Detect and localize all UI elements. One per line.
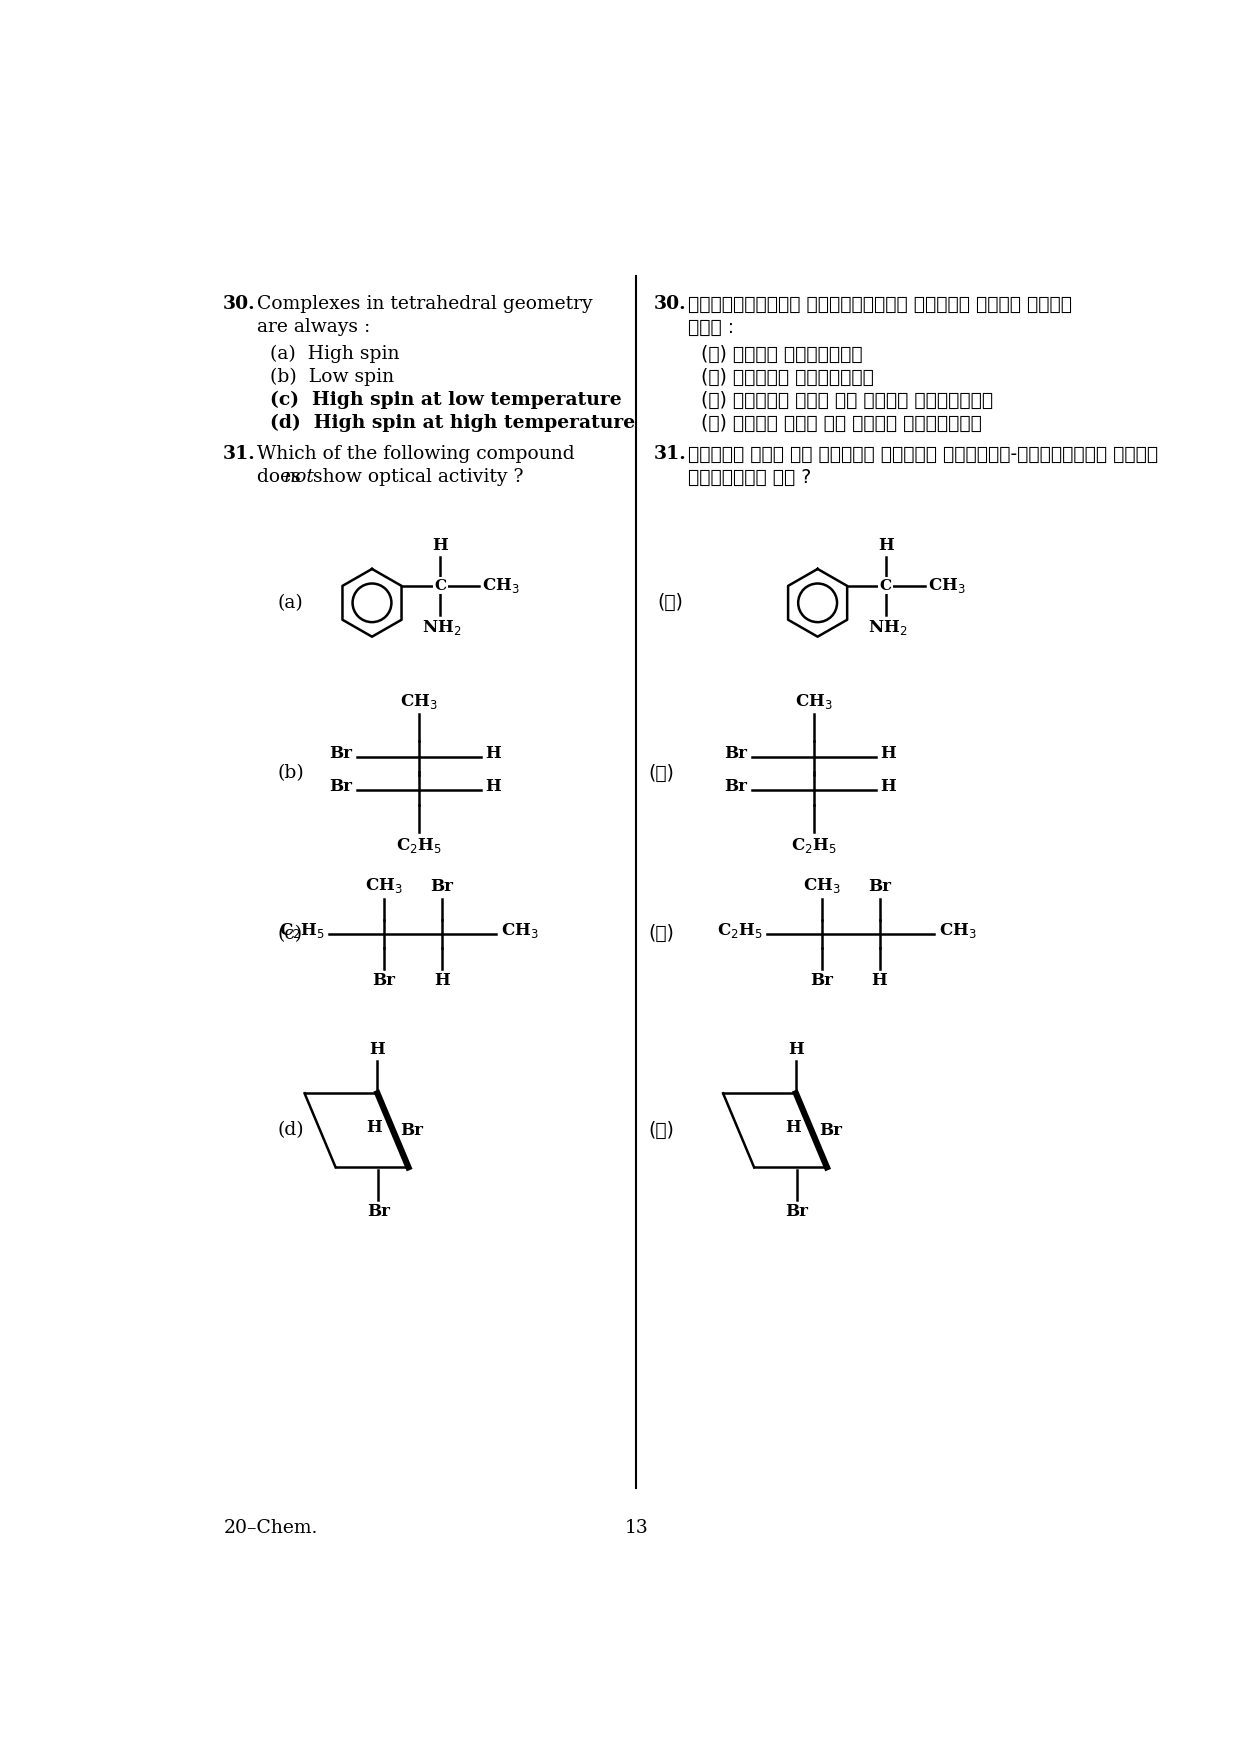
Text: Br: Br — [329, 779, 352, 795]
Text: 31.: 31. — [653, 445, 686, 462]
Text: CH$_3$: CH$_3$ — [928, 576, 966, 595]
Text: C$_2$H$_5$: C$_2$H$_5$ — [791, 837, 837, 854]
Text: हैं :: हैं : — [688, 319, 734, 336]
Text: H: H — [433, 536, 448, 553]
Text: Br: Br — [785, 1203, 808, 1220]
Text: CH$_3$: CH$_3$ — [482, 576, 520, 595]
Text: Br: Br — [724, 746, 746, 762]
Text: C: C — [880, 580, 892, 594]
Text: H: H — [789, 1040, 804, 1058]
Text: Which of the following compound: Which of the following compound — [258, 445, 575, 462]
Text: (अ) उच्च चक्रणीय: (अ) उच्च चक्रणीय — [701, 345, 862, 364]
Text: Br: Br — [820, 1122, 842, 1138]
Text: CH$_3$: CH$_3$ — [795, 692, 832, 711]
Text: are always :: are always : — [258, 319, 371, 336]
Text: H: H — [880, 779, 897, 795]
Text: (ब): (ब) — [649, 763, 673, 783]
Text: 13: 13 — [625, 1520, 649, 1537]
Text: निम्न में से कौनसा यौगिक ध्रुवण-घूर्णकता नहीं: निम्न में से कौनसा यौगिक ध्रुवण-घूर्णकता… — [688, 445, 1158, 464]
Text: Br: Br — [430, 879, 454, 895]
Text: (अ): (अ) — [657, 594, 683, 613]
Text: (c): (c) — [278, 925, 303, 944]
Text: C$_2$H$_5$: C$_2$H$_5$ — [279, 921, 325, 940]
Text: H: H — [366, 1119, 382, 1136]
Text: (d)  High spin at high temperature: (d) High spin at high temperature — [270, 415, 635, 432]
Text: CH$_3$: CH$_3$ — [501, 921, 538, 940]
Text: (स): (स) — [649, 925, 673, 944]
Text: NH$_2$: NH$_2$ — [868, 618, 908, 637]
Text: NH$_2$: NH$_2$ — [422, 618, 461, 637]
Text: (स) निम्न ताप पर उच्च चक्रणीय: (स) निम्न ताप पर उच्च चक्रणीय — [701, 390, 993, 410]
Text: C$_2$H$_5$: C$_2$H$_5$ — [396, 837, 441, 854]
Text: C$_2$H$_5$: C$_2$H$_5$ — [717, 921, 763, 940]
Text: Complexes in tetrahedral geometry: Complexes in tetrahedral geometry — [258, 294, 593, 313]
Text: Br: Br — [329, 746, 352, 762]
Text: (c)  High spin at low temperature: (c) High spin at low temperature — [270, 390, 621, 410]
Text: 30.: 30. — [223, 294, 255, 313]
Text: 30.: 30. — [653, 294, 686, 313]
Text: (b)  Low spin: (b) Low spin — [270, 368, 394, 387]
Text: CH$_3$: CH$_3$ — [802, 877, 841, 895]
Text: Br: Br — [372, 972, 396, 989]
Text: CH$_3$: CH$_3$ — [939, 921, 976, 940]
Text: H: H — [370, 1040, 386, 1058]
Text: H: H — [485, 779, 501, 795]
Text: (a)  High spin: (a) High spin — [270, 345, 399, 362]
Text: चतुष्फलकीय ज्यामितीय संकुल सदैव होते: चतुष्फलकीय ज्यामितीय संकुल सदैव होते — [688, 294, 1073, 313]
Text: H: H — [785, 1119, 801, 1136]
Text: show optical activity ?: show optical activity ? — [306, 468, 523, 487]
Text: H: H — [880, 746, 897, 762]
Text: Br: Br — [724, 779, 746, 795]
Text: (d): (d) — [278, 1121, 304, 1140]
Text: Br: Br — [868, 879, 892, 895]
Text: H: H — [872, 972, 888, 989]
Text: H: H — [878, 536, 894, 553]
Text: (द): (द) — [649, 1121, 673, 1140]
Text: H: H — [434, 972, 450, 989]
Text: H: H — [485, 746, 501, 762]
Text: CH$_3$: CH$_3$ — [365, 877, 403, 895]
Text: (b): (b) — [278, 765, 304, 783]
Text: does: does — [258, 468, 308, 487]
Text: दर्शाता है ?: दर्शाता है ? — [688, 468, 811, 487]
Text: (द) उच्च ताप पर उच्च चक्रणीय: (द) उच्च ताप पर उच्च चक्रणीय — [701, 415, 982, 432]
Text: Br: Br — [401, 1122, 424, 1138]
Text: not: not — [284, 468, 315, 487]
Text: CH$_3$: CH$_3$ — [399, 692, 438, 711]
Text: (ब) निम्न चक्रणीय: (ब) निम्न चक्रणीय — [701, 368, 873, 387]
Text: (a): (a) — [278, 594, 304, 611]
Text: Br: Br — [367, 1203, 389, 1220]
Text: 20–Chem.: 20–Chem. — [223, 1520, 317, 1537]
Text: 31.: 31. — [223, 445, 255, 462]
Text: C: C — [434, 580, 446, 594]
Text: Br: Br — [810, 972, 833, 989]
